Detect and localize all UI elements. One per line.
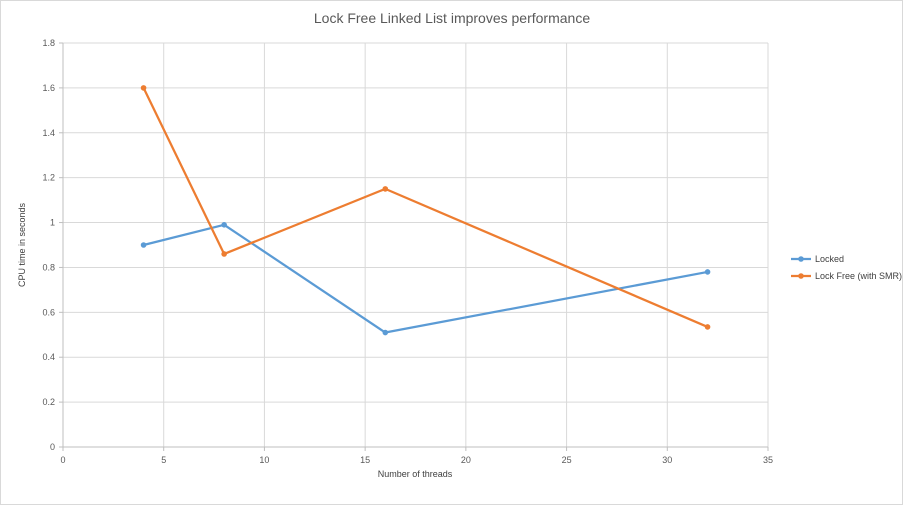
- data-point: [704, 324, 711, 330]
- legend-entry: Locked: [791, 254, 844, 264]
- legend-marker: [798, 273, 804, 279]
- legend-marker: [798, 256, 804, 262]
- series-line: [142, 87, 709, 328]
- data-point: [140, 242, 147, 248]
- y-axis-label: CPU time in seconds: [17, 202, 27, 287]
- legend: Locked Lock Free (with SMR): [791, 254, 902, 281]
- x-tick-labels: 0 5 10 15 20 25 30 35: [60, 455, 773, 465]
- gridlines: [63, 42, 769, 447]
- series-lock-free: [140, 85, 711, 330]
- legend-entry: Lock Free (with SMR): [791, 271, 902, 281]
- series-locked: [140, 222, 711, 336]
- x-tick-label: 25: [562, 455, 572, 465]
- chart-title: Lock Free Linked List improves performan…: [314, 10, 590, 26]
- series-line: [143, 223, 708, 334]
- legend-label: Lock Free (with SMR): [815, 271, 902, 281]
- y-tick-label: 1.4: [42, 128, 55, 138]
- data-point: [382, 186, 389, 192]
- legend-label: Locked: [815, 254, 844, 264]
- x-axis-label: Number of threads: [378, 469, 453, 479]
- x-tick-label: 0: [60, 455, 65, 465]
- y-tick-label: 1.2: [42, 173, 55, 183]
- y-tick-label: 0: [50, 442, 55, 452]
- y-tick-label: 0.6: [42, 307, 55, 317]
- y-tick-label: 0.4: [42, 352, 55, 362]
- y-tick-label: 0.8: [42, 262, 55, 272]
- y-tick-label: 0.2: [42, 397, 55, 407]
- x-tick-label: 5: [161, 455, 166, 465]
- data-point: [221, 222, 227, 228]
- x-tick-label: 30: [662, 455, 672, 465]
- x-tick-label: 35: [763, 455, 773, 465]
- y-tick-label: 1.8: [42, 38, 55, 48]
- y-tick-labels: 0 0.2 0.4 0.6 0.8 1 1.2 1.4 1.6 1.8: [42, 38, 55, 452]
- data-point: [704, 269, 711, 275]
- y-tick-label: 1.6: [42, 83, 55, 93]
- x-tick-label: 20: [461, 455, 471, 465]
- x-tick-label: 10: [259, 455, 269, 465]
- y-tick-label: 1: [50, 218, 55, 228]
- series-group: [140, 85, 711, 336]
- x-tick-label: 15: [360, 455, 370, 465]
- data-point: [382, 329, 389, 336]
- data-point: [221, 251, 227, 257]
- axes: [59, 42, 769, 451]
- data-point: [140, 85, 147, 91]
